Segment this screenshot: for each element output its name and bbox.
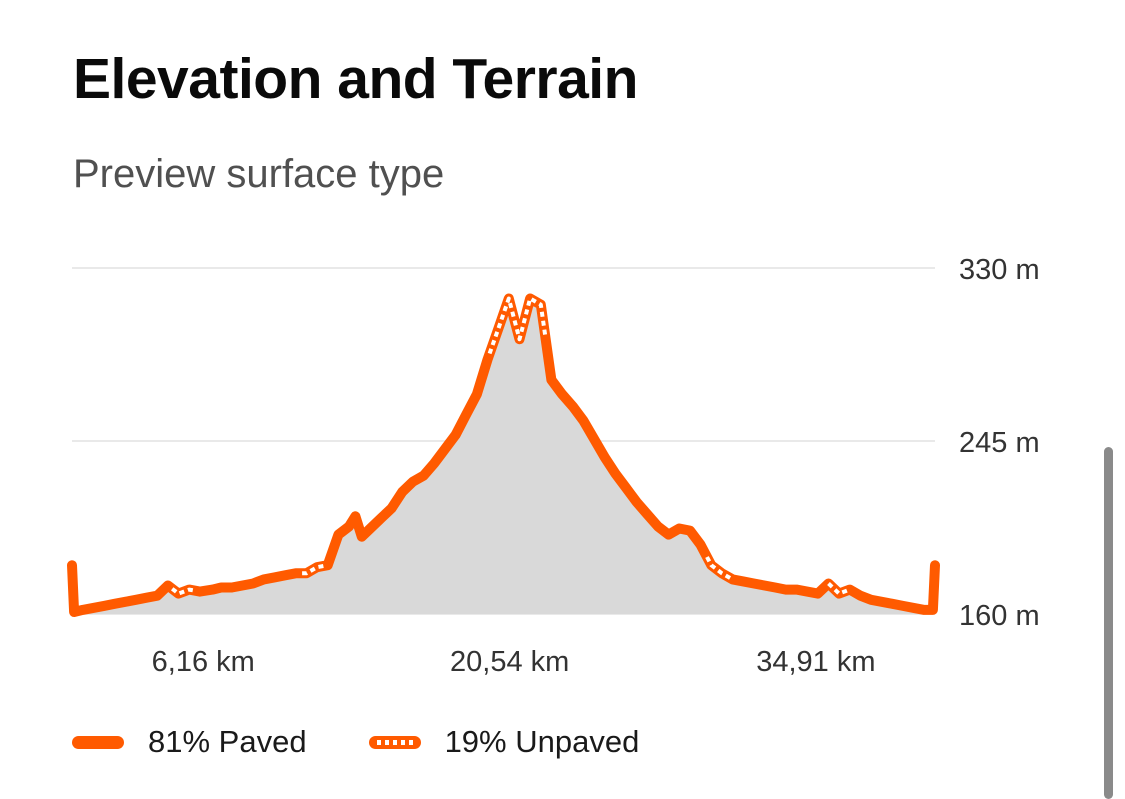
y-axis-ticks: 160 m 245 m 330 m	[959, 254, 1040, 632]
x-tick-label: 20,54 km	[450, 646, 569, 678]
unpaved-swatch-icon	[368, 735, 421, 749]
legend-item-paved: 81% Paved	[72, 724, 307, 760]
chart-legend: 81% Paved 19% Unpaved	[72, 722, 701, 762]
x-axis-ticks: 6,16 km 20,54 km 34,91 km	[152, 646, 876, 678]
legend-label-unpaved: 19% Unpaved	[444, 724, 640, 759]
unpaved-segment	[302, 564, 324, 576]
y-tick-label: 330 m	[959, 254, 1040, 286]
vertical-scrollbar[interactable]	[1104, 447, 1113, 799]
legend-item-unpaved: 19% Unpaved	[368, 724, 640, 760]
paved-swatch-icon	[72, 735, 124, 749]
paved-series-line	[67, 293, 940, 617]
unpaved-segment	[705, 556, 734, 582]
elevation-area	[72, 298, 935, 614]
legend-label-paved: 81% Paved	[148, 724, 307, 759]
y-tick-label: 245 m	[959, 427, 1040, 459]
x-tick-label: 6,16 km	[152, 646, 255, 678]
chart-subtitle: Preview surface type	[73, 152, 445, 196]
unpaved-segments	[170, 296, 849, 596]
x-tick-label: 34,91 km	[756, 646, 875, 678]
unpaved-segment	[487, 296, 548, 355]
y-tick-label: 160 m	[959, 600, 1040, 632]
unpaved-segment	[170, 587, 196, 596]
page-title: Elevation and Terrain	[73, 47, 638, 111]
unpaved-segment	[827, 582, 849, 596]
